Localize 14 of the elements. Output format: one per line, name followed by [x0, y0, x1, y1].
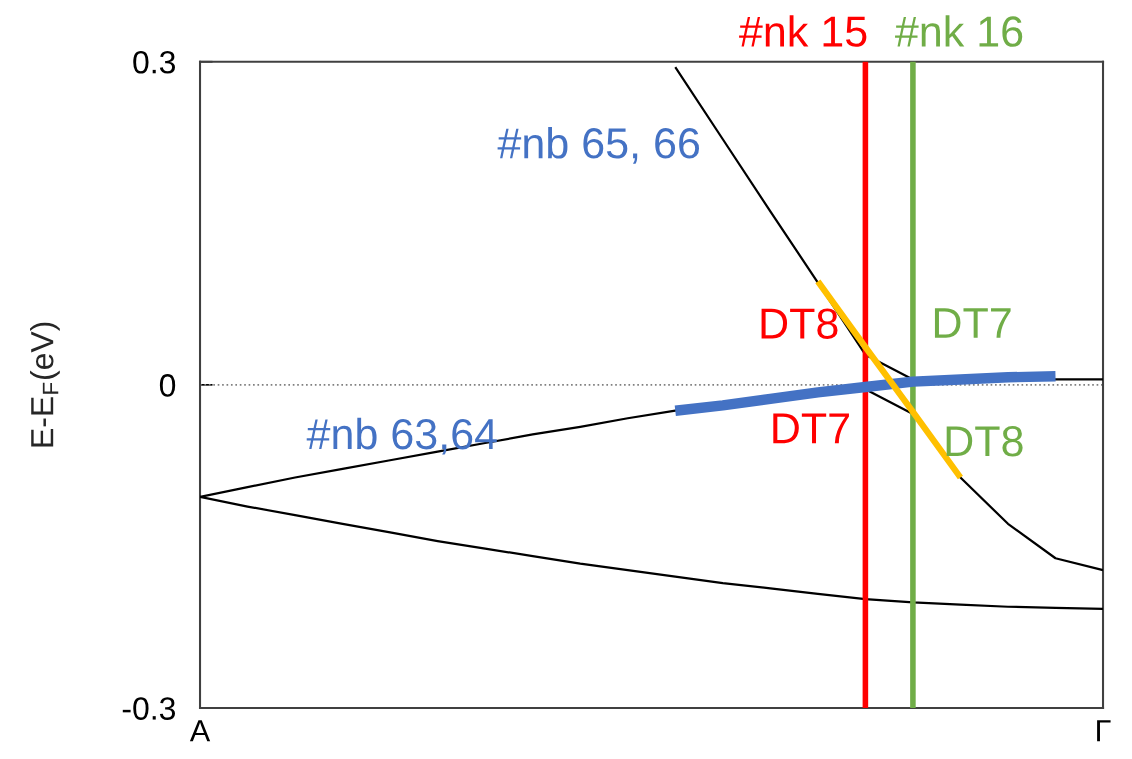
annotation: #nb 63,64 [306, 417, 497, 455]
text: #nk 15 [739, 15, 867, 47]
annotation: DT8 [761, 308, 838, 339]
annotation: DT7 [934, 308, 1011, 338]
annotation: DT7 [773, 413, 849, 444]
annotation: DT8 [946, 426, 1023, 457]
x-tick-label: A [189, 720, 211, 742]
y-tick-label: 0.3 [133, 50, 176, 74]
y-tick-label: -0.3 [122, 697, 176, 720]
y-tick-label: 0 [159, 374, 176, 397]
y-axis-title: E-E$_{F}$(eV) [30, 322, 60, 447]
x-tick-label: Γ [1097, 720, 1111, 742]
annotation: #nb 65, 66 [497, 126, 700, 164]
text: #nk 16 [895, 15, 1023, 47]
